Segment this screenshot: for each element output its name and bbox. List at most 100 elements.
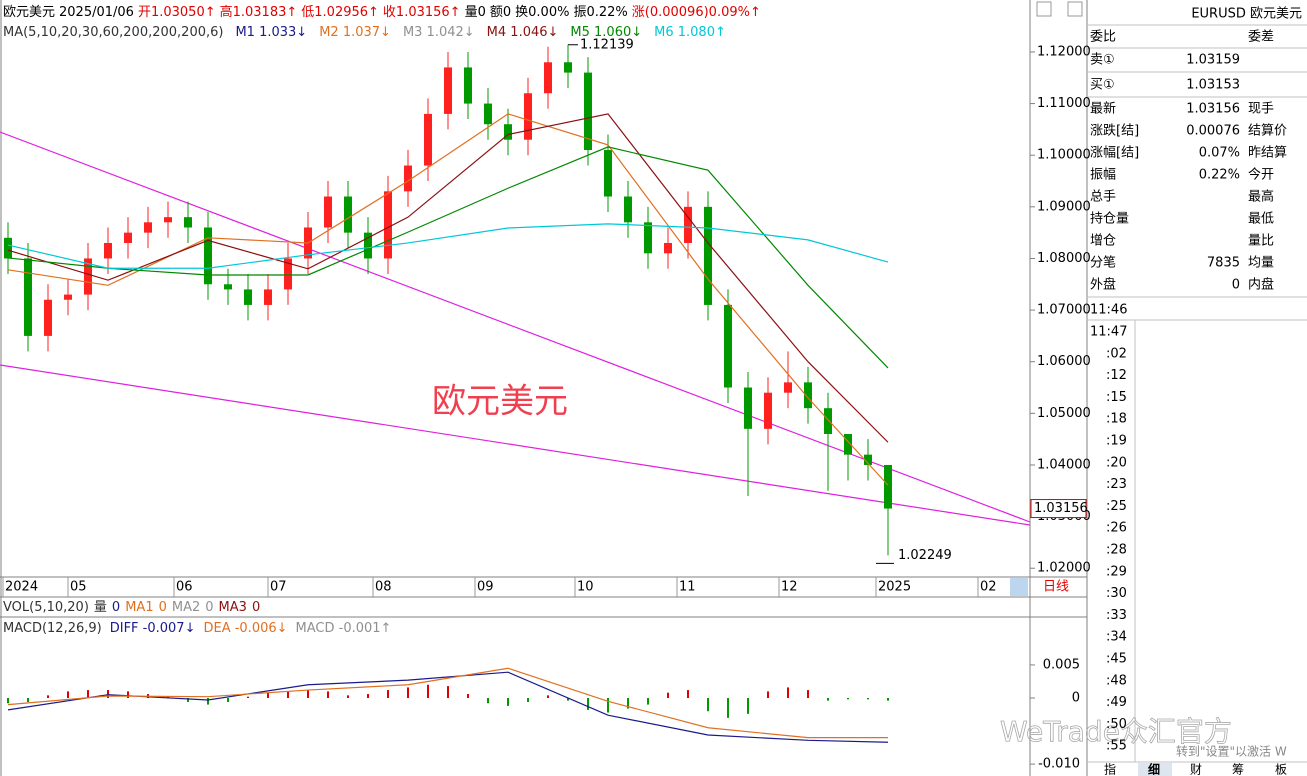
stat-label2: 今开 bbox=[1248, 167, 1274, 183]
candle-body bbox=[424, 113, 432, 166]
month-label: 07 bbox=[270, 580, 287, 595]
ma-legend-item: M2 1.037↓ bbox=[319, 25, 391, 40]
tick-time: :49 bbox=[1106, 695, 1127, 710]
tick-time: :45 bbox=[1106, 652, 1127, 667]
vol-legend-item: VOL(5,10,20) bbox=[3, 600, 89, 615]
tab[interactable]: 指 bbox=[1104, 762, 1116, 776]
ma-legend-item: M4 1.046↓ bbox=[487, 25, 559, 40]
last-price: 1.03156 bbox=[1034, 501, 1088, 516]
macd-legend-item: MACD -0.001↑ bbox=[296, 621, 392, 636]
stat-label: 总手 bbox=[1090, 190, 1116, 205]
month-label: 2025 bbox=[878, 580, 911, 595]
stat-value: 7835 bbox=[1207, 256, 1240, 271]
stat-value: 0.07% bbox=[1199, 146, 1240, 161]
tick-time: :48 bbox=[1106, 673, 1127, 688]
vol-legend-item: 0 bbox=[205, 600, 213, 615]
vol-legend: VOL(5,10,20) 量 0 MA1 0 MA2 0 MA3 0 bbox=[3, 600, 260, 615]
ma-line bbox=[7, 223, 889, 269]
brand-watermark: WeTrade众汇官方 bbox=[1000, 715, 1232, 748]
quote-header-item: 欧元美元 bbox=[3, 5, 55, 20]
icon-box[interactable] bbox=[1036, 1, 1052, 17]
vol-legend-item: 量 bbox=[94, 600, 107, 615]
tab[interactable]: 财 bbox=[1190, 763, 1202, 776]
buy-label: 买① bbox=[1090, 78, 1115, 93]
y-tick-label: 1.08000 bbox=[1037, 251, 1091, 266]
candle-body bbox=[244, 289, 252, 305]
ma-legend: MA(5,10,20,30,60,200,200,200,6) M1 1.033↓… bbox=[3, 25, 726, 40]
quote-header-item: 高1.03183↑ bbox=[220, 4, 298, 20]
tick-time: :50 bbox=[1106, 717, 1127, 732]
scroll-box[interactable] bbox=[1010, 578, 1028, 596]
candle-body bbox=[644, 222, 652, 254]
stat-value: 0.22% bbox=[1199, 168, 1240, 183]
candle-body bbox=[564, 62, 572, 73]
panel-title: EURUSD 欧元美元 bbox=[1191, 7, 1302, 22]
candle-body bbox=[224, 284, 232, 290]
candle-body bbox=[324, 196, 332, 228]
candle-body bbox=[44, 299, 52, 336]
candle-body bbox=[124, 232, 132, 243]
macd-legend-item: DEA -0.006↓ bbox=[203, 621, 287, 636]
high-label: 1.12139 bbox=[580, 37, 634, 52]
candle-body bbox=[264, 289, 272, 305]
tick-time: :33 bbox=[1106, 608, 1127, 623]
ma-legend-item: M6 1.080↑ bbox=[654, 25, 726, 40]
stat-label: 最新 bbox=[1090, 101, 1116, 117]
ma-legend-item: M3 1.042↓ bbox=[403, 25, 475, 40]
candle-body bbox=[724, 304, 732, 388]
y-tick-label: 0.005 bbox=[1043, 657, 1080, 672]
month-label: 10 bbox=[577, 580, 594, 595]
icon-box[interactable] bbox=[1067, 1, 1083, 17]
candle-body bbox=[544, 62, 552, 94]
ma-legend-item: M5 1.060↓ bbox=[570, 25, 642, 40]
period[interactable]: 日线 bbox=[1043, 580, 1069, 595]
stat-label: 外盘 bbox=[1090, 277, 1116, 293]
stat-value: 0 bbox=[1232, 278, 1240, 293]
quote-header-item: 开1.03050↑ bbox=[138, 5, 216, 20]
vol-legend-item: 0 bbox=[252, 600, 260, 615]
quote-header-item: 低1.02956↑ bbox=[301, 5, 379, 20]
tick-time: :20 bbox=[1106, 455, 1127, 470]
tick-time: :55 bbox=[1106, 739, 1127, 754]
tick-time: :28 bbox=[1106, 543, 1127, 558]
tick-time: :23 bbox=[1106, 477, 1127, 492]
vol-legend-item: 0 bbox=[112, 600, 120, 615]
stat-label: 增仓 bbox=[1090, 234, 1116, 249]
ratio-label: 委比 bbox=[1090, 30, 1116, 45]
candle-body bbox=[704, 206, 712, 305]
candle-body bbox=[384, 191, 392, 259]
tick-time: :15 bbox=[1106, 390, 1127, 405]
quote-header-item: 额0 bbox=[490, 5, 511, 20]
tab[interactable]: 板 bbox=[1275, 763, 1287, 776]
quote-header-item: 收1.03156↑ bbox=[383, 5, 461, 20]
candle-body bbox=[824, 408, 832, 434]
candle-body bbox=[624, 196, 632, 223]
quote-header-item: 振0.22% bbox=[573, 5, 627, 20]
y-tick-label: 0 bbox=[1072, 690, 1080, 705]
stat-label2: 结算价 bbox=[1248, 124, 1287, 139]
month-label: 05 bbox=[70, 580, 87, 595]
trend-line bbox=[0, 364, 1031, 526]
tab-active bbox=[1138, 763, 1172, 776]
month-label: 09 bbox=[477, 580, 494, 595]
candle-body bbox=[764, 392, 772, 429]
candle-body bbox=[444, 67, 452, 114]
tick-time: 11:47 bbox=[1090, 325, 1127, 340]
sell-label: 卖① bbox=[1090, 53, 1115, 68]
macd-legend-item: DIFF -0.007↓ bbox=[110, 621, 196, 636]
month-label: 11 bbox=[679, 580, 696, 595]
tab[interactable]: 细 bbox=[1148, 762, 1160, 776]
period-box[interactable] bbox=[1032, 578, 1086, 596]
candle-body bbox=[804, 382, 812, 409]
candle-body bbox=[64, 294, 72, 300]
y-tick-label: 1.12000 bbox=[1037, 44, 1091, 59]
tab[interactable]: 筹 bbox=[1232, 763, 1244, 776]
stat-label2: 最低 bbox=[1248, 212, 1274, 227]
tick-time: :12 bbox=[1106, 368, 1127, 383]
vol-legend-item: MA2 bbox=[172, 600, 200, 615]
month-label: 06 bbox=[176, 580, 193, 595]
candle-body bbox=[864, 454, 872, 465]
ma-line bbox=[7, 113, 889, 486]
